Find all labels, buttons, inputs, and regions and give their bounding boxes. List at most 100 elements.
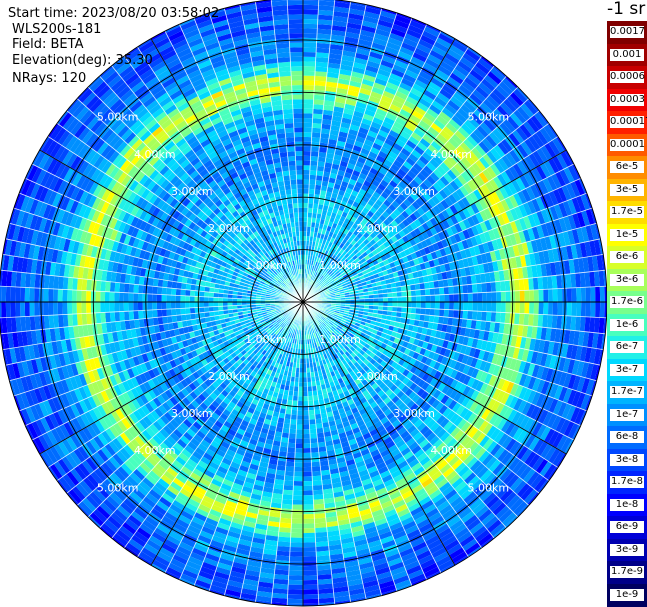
range-gate	[396, 286, 402, 293]
range-gate	[328, 270, 333, 276]
range-gate	[452, 68, 467, 81]
range-gate	[325, 282, 331, 287]
range-gate	[533, 252, 541, 266]
range-gate	[350, 233, 357, 240]
range-gate	[363, 291, 369, 296]
range-gate	[349, 124, 360, 132]
range-gate	[409, 114, 422, 124]
range-gate	[343, 258, 349, 265]
range-gate	[572, 164, 581, 180]
range-gate	[361, 118, 373, 126]
range-gate	[366, 242, 373, 249]
range-gate	[332, 188, 340, 195]
range-gate	[360, 257, 367, 264]
range-gate	[506, 115, 520, 130]
range-gate	[438, 279, 444, 288]
range-gate	[317, 208, 323, 215]
range-gate	[422, 134, 434, 145]
range-gate	[356, 192, 365, 200]
range-gate	[414, 313, 421, 321]
range-gate	[341, 271, 347, 277]
range-gate	[350, 268, 357, 274]
range-gate	[590, 302, 596, 318]
range-gate	[486, 95, 500, 109]
range-gate	[316, 33, 332, 40]
range-gate	[515, 126, 529, 142]
range-gate	[535, 238, 543, 252]
range-gate	[338, 205, 346, 212]
range-gate	[436, 202, 446, 213]
range-gate	[373, 294, 379, 299]
range-gate	[303, 146, 312, 152]
range-gate	[399, 130, 411, 140]
range-gate	[457, 259, 465, 269]
range-gate	[450, 166, 461, 178]
range-gate	[548, 140, 561, 156]
range-gate	[411, 110, 424, 120]
range-gate	[326, 148, 336, 155]
range-gate	[362, 195, 370, 204]
range-gate	[309, 170, 317, 176]
range-gate	[352, 271, 358, 277]
range-gate	[288, 565, 303, 571]
range-gate	[424, 314, 430, 322]
range-gate	[337, 135, 347, 143]
range-gate	[476, 311, 482, 321]
range-gate	[443, 286, 449, 295]
range-gate	[467, 310, 473, 320]
range-gate	[318, 147, 328, 153]
range-gate	[383, 199, 392, 208]
range-gate	[363, 238, 370, 246]
range-gate	[346, 22, 362, 30]
range-gate	[330, 281, 336, 286]
range-gate	[449, 302, 454, 310]
range-gate	[479, 232, 487, 244]
range-gate	[450, 95, 464, 108]
range-gate	[399, 46, 415, 57]
range-gate	[358, 188, 367, 196]
range-gate	[292, 504, 303, 510]
range-gate	[486, 302, 492, 312]
range-gate	[303, 514, 315, 519]
range-gate	[315, 423, 323, 429]
range-gate	[435, 249, 443, 259]
range-gate	[584, 271, 591, 288]
range-gate	[486, 193, 497, 206]
range-gate	[329, 272, 335, 277]
range-gate	[390, 146, 401, 156]
range-gate	[289, 547, 303, 552]
range-gate	[526, 265, 533, 279]
range-gate	[303, 250, 306, 255]
range-gate	[337, 274, 343, 279]
range-gate	[338, 165, 347, 172]
range-gate	[334, 263, 340, 269]
range-gate	[303, 160, 311, 166]
range-gate	[315, 52, 330, 58]
range-gate	[431, 100, 445, 112]
range-gate	[345, 187, 353, 195]
range-gate	[341, 196, 349, 203]
range-gate	[449, 180, 460, 192]
range-gate	[322, 176, 330, 182]
range-gate	[303, 217, 308, 222]
range-gate	[498, 81, 514, 96]
range-gate	[589, 271, 596, 287]
range-gate	[437, 65, 452, 77]
range-gate	[325, 81, 338, 88]
range-gate	[528, 277, 534, 291]
range-gate	[461, 196, 471, 208]
range-gate	[303, 254, 306, 260]
range-gate	[377, 195, 387, 203]
range-gate	[439, 264, 446, 273]
range-gate	[580, 193, 591, 211]
range-gate	[405, 157, 416, 167]
range-gate	[500, 280, 506, 292]
range-gate	[492, 260, 499, 272]
range-gate	[365, 175, 374, 184]
range-gate	[562, 200, 573, 216]
range-gate	[428, 244, 436, 253]
range-gate	[327, 285, 333, 290]
range-gate	[430, 140, 442, 152]
range-gate	[368, 125, 380, 134]
range-gate	[303, 80, 315, 86]
